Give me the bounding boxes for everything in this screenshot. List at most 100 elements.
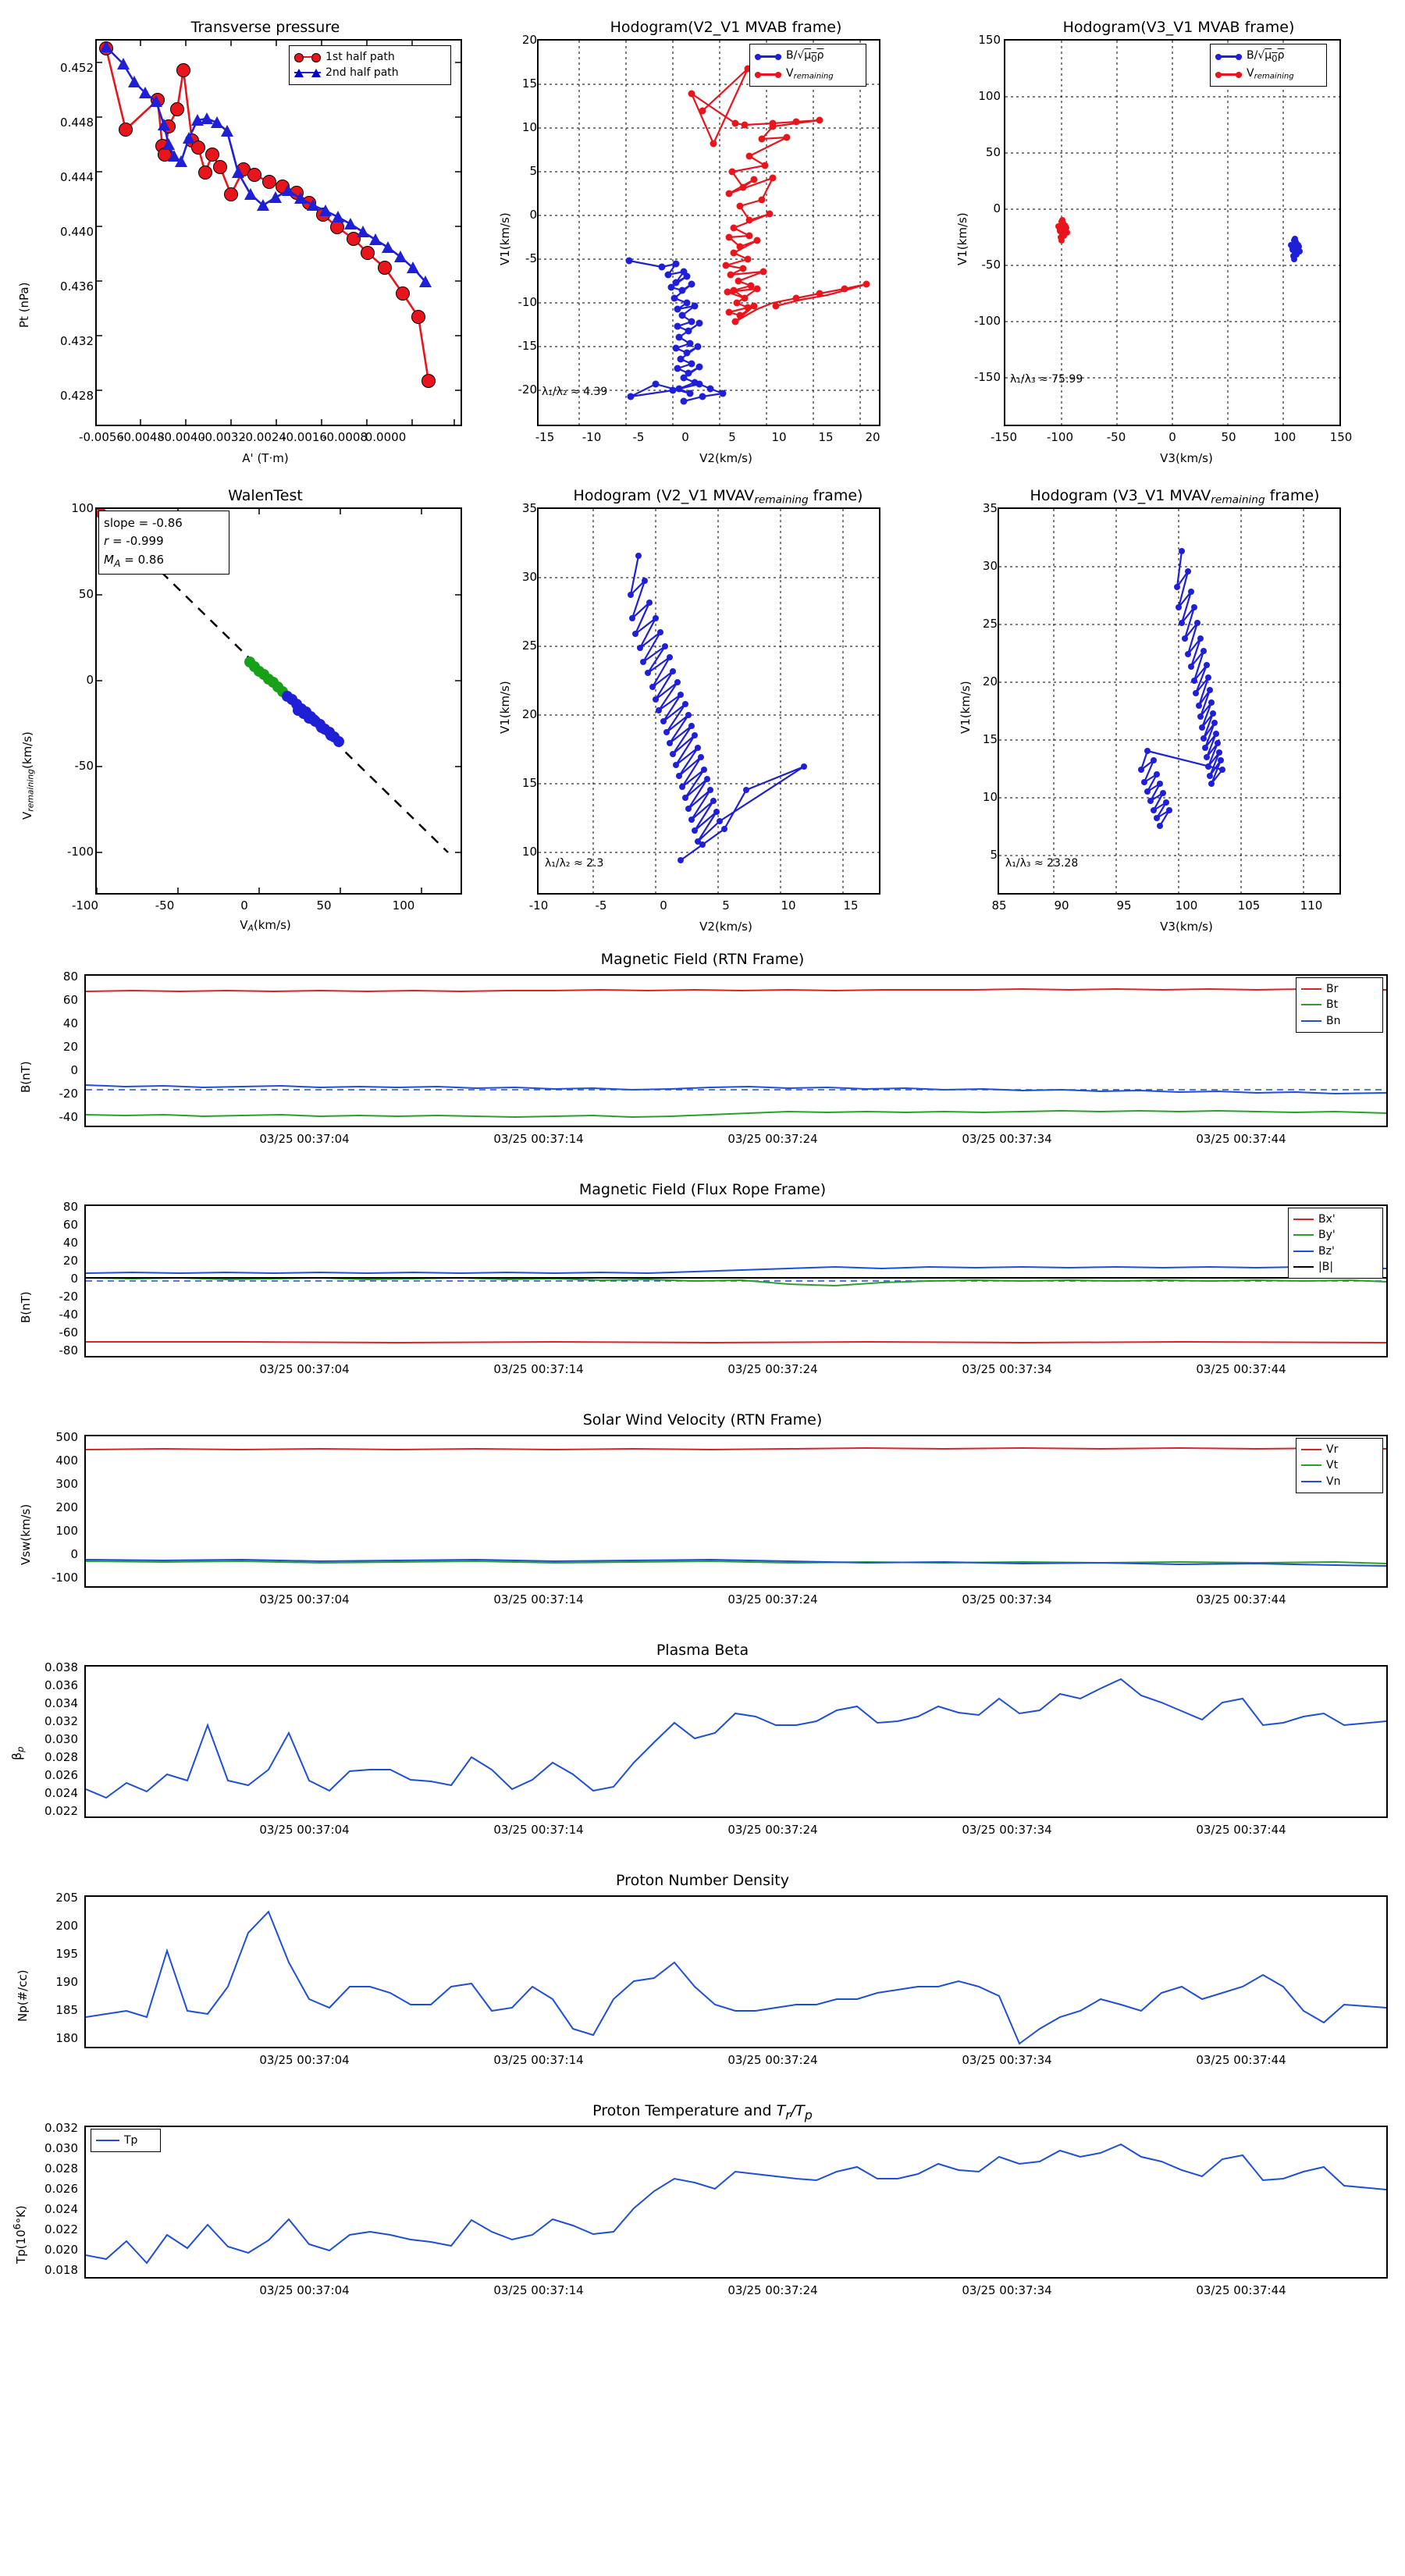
- legend-label: Vr: [1326, 1443, 1339, 1456]
- ytick-label: -5: [525, 251, 537, 265]
- panel-hodogram-v2v1-mvab: Hodogram(V2_V1 MVAB frame) V1(km/s) V2(k…: [484, 0, 944, 468]
- legend-label: Vremaining: [1247, 66, 1294, 81]
- legend-label: Br: [1326, 983, 1339, 995]
- legend-label: B/√μ0ρ: [786, 49, 824, 64]
- plot-area: [84, 1665, 1388, 1818]
- panel-solar-wind-velocity-rtn: Solar Wind Velocity (RTN Frame) Vsw(km/s…: [0, 1405, 1405, 1631]
- ytick-label: 0.024: [44, 2202, 78, 2216]
- xtick-label: 03/25 00:37:24: [727, 2283, 818, 2297]
- xtick-label: -15: [535, 430, 555, 444]
- xtick-label: 0: [1168, 430, 1176, 444]
- ytick-label: 10: [521, 845, 537, 859]
- ytick-label: 200: [55, 1500, 78, 1514]
- xtick-label: 03/25 00:37:24: [727, 1362, 818, 1376]
- panel-walen-test: WalenTest Vremaining(km/s) VA(km/s) 100 …: [0, 468, 484, 937]
- ytick-label: 35: [521, 501, 537, 515]
- ytick-label: 0.036: [44, 1678, 78, 1692]
- ytick-label: -80: [59, 1343, 79, 1357]
- xtick-label: 03/25 00:37:44: [1196, 1592, 1286, 1606]
- legend-line-icon: [1301, 1016, 1321, 1026]
- ytick-label: 60: [62, 1218, 78, 1232]
- xtick-label: 15: [843, 898, 859, 913]
- axis-label-x: VA(km/s): [240, 918, 291, 934]
- ytick-label: 0.024: [44, 1786, 78, 1800]
- ytick-label: 0.026: [44, 1768, 78, 1782]
- legend-line-icon: [1301, 1461, 1321, 1470]
- ytick-label: 25: [982, 617, 998, 631]
- walen-r-line: r = -0.999: [104, 534, 164, 549]
- legend-label: Vt: [1326, 1459, 1339, 1472]
- plot-area: [998, 507, 1341, 895]
- ytick-label: 40: [62, 1236, 78, 1250]
- ytick-label: 50: [985, 145, 1001, 159]
- xtick-label: 03/25 00:37:14: [493, 2283, 584, 2297]
- xtick-label: -50: [155, 898, 175, 913]
- ytick-label: 0.028: [44, 1750, 78, 1764]
- legend-line-icon: [1301, 984, 1321, 994]
- plot-area: [1004, 39, 1341, 426]
- ytick-label: 0.432: [60, 334, 94, 348]
- ytick-label: 0.020: [44, 2243, 78, 2257]
- axis-label-x: A' (T·m): [242, 451, 289, 465]
- ytick-label: 0: [70, 1547, 78, 1561]
- xtick-label: 03/25 00:37:14: [493, 1592, 584, 1606]
- xtick-label: 03/25 00:37:34: [962, 2283, 1052, 2297]
- ytick-label: 80: [62, 1200, 78, 1214]
- panel-magnetic-field-flux-rope: Magnetic Field (Flux Rope Frame) B(nT) 8…: [0, 1175, 1405, 1401]
- legend-item: 1st half path: [294, 49, 446, 65]
- eigenvalue-ratio-annotation: λ₁/λ₃ ≈ 75.99: [1010, 373, 1083, 386]
- xtick-label: 0: [660, 898, 667, 913]
- ytick-label: 0.038: [44, 1660, 78, 1674]
- xtick-label: 150: [1329, 430, 1353, 444]
- panel-title: Hodogram (V3_V1 MVAVremaining frame): [1030, 487, 1320, 507]
- xtick-label: 5: [728, 430, 736, 444]
- legend-label: Vremaining: [786, 66, 834, 81]
- plot-area: [95, 39, 462, 426]
- xtick-label: -50: [1106, 430, 1126, 444]
- ytick-label: 15: [521, 76, 537, 91]
- ytick-label: 0.032: [44, 1714, 78, 1728]
- legend-label: Bt: [1326, 998, 1339, 1012]
- xtick-label: 03/25 00:37:04: [259, 2053, 350, 2067]
- legend-item: B/√μ0ρ: [1215, 48, 1321, 66]
- legend-item: 2nd half path: [294, 65, 446, 80]
- eigenvalue-ratio-annotation: λ₁/λ₃ ≈ 23.28: [1005, 857, 1079, 870]
- legend-label: Bz': [1318, 1244, 1335, 1258]
- ytick-label: 0.428: [60, 389, 94, 403]
- legend-label: Vn: [1326, 1475, 1341, 1488]
- ytick-label: 50: [78, 587, 94, 601]
- legend-line-icon: [1301, 1445, 1321, 1454]
- plot-area: [537, 507, 880, 895]
- ytick-label: 10: [982, 790, 998, 804]
- legend-item: Vt: [1301, 1457, 1378, 1473]
- ytick-label: 0.022: [44, 2222, 78, 2236]
- legend-line-icon: [1301, 1000, 1321, 1009]
- legend-marker-line-icon: [1215, 52, 1242, 61]
- xtick-label: 50: [1221, 430, 1236, 444]
- ytick-label: -20: [518, 382, 538, 397]
- panel-title: Transverse pressure: [190, 19, 340, 36]
- ytick-label: -50: [981, 258, 1001, 272]
- xtick-label: -0.0008: [322, 430, 368, 444]
- xtick-label: 0: [681, 430, 689, 444]
- xtick-label: 20: [865, 430, 880, 444]
- xtick-label: 03/25 00:37:44: [1196, 2053, 1286, 2067]
- xtick-label: -150: [990, 430, 1018, 444]
- ytick-label: 10: [521, 120, 537, 134]
- xtick-label: 03/25 00:37:04: [259, 1132, 350, 1146]
- xtick-label: -0.0032: [201, 430, 246, 444]
- xtick-label: -0.0048: [119, 430, 165, 444]
- xtick-label: 03/25 00:37:04: [259, 1823, 350, 1837]
- legend-line-icon: [1301, 1477, 1321, 1486]
- plot-area: [537, 39, 880, 426]
- ytick-label: 0.440: [60, 225, 94, 239]
- ytick-label: 0.022: [44, 1804, 78, 1818]
- ytick-label: -100: [973, 314, 1001, 328]
- ytick-label: 100: [71, 501, 94, 515]
- panel-title: Hodogram(V2_V1 MVAB frame): [610, 19, 842, 36]
- legend-magnetic-field-flux-rope: Bx' By' Bz' |B|: [1288, 1208, 1383, 1279]
- xtick-label: 5: [722, 898, 730, 913]
- xtick-label: 03/25 00:37:34: [962, 1362, 1052, 1376]
- xtick-label: 03/25 00:37:14: [493, 2053, 584, 2067]
- ytick-label: 0: [70, 1272, 78, 1286]
